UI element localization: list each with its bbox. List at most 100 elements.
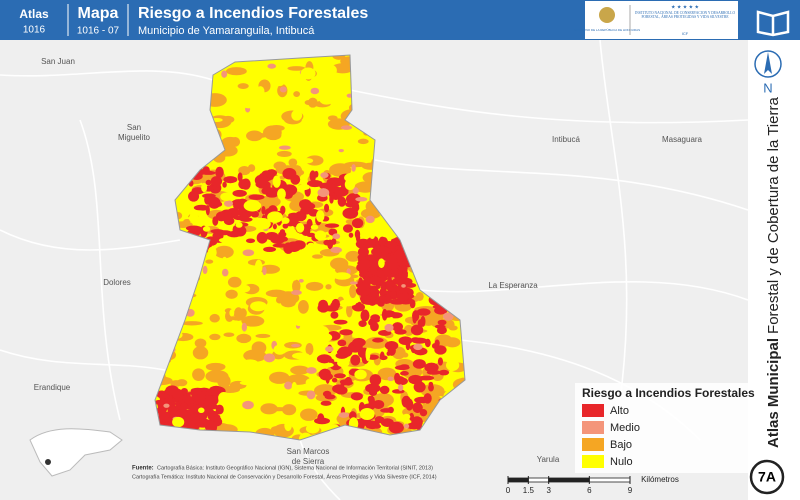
nulo-patch [324, 64, 337, 76]
bajo-patch [246, 130, 263, 142]
medio-patch [387, 376, 394, 382]
honduras-inset [29, 428, 123, 477]
alto-patch [360, 309, 370, 322]
nulo-patch [389, 317, 394, 322]
alto-patch [382, 311, 393, 318]
alto-patch [155, 410, 170, 420]
alto-patch [324, 223, 340, 228]
alto-patch [221, 212, 234, 223]
scale-bar: 0 1.5 3 6 9 Kilómetros [506, 475, 679, 495]
medio-patch [241, 322, 247, 332]
nulo-patch [305, 423, 320, 434]
institute-box: INSTITUTO NACIONAL DE CONSERVACIÓN Y DES… [635, 11, 735, 19]
alto-patch [222, 181, 227, 188]
alto-patch [325, 373, 330, 384]
nulo-patch [172, 416, 185, 428]
nulo-patch [272, 175, 281, 188]
alto-patch [288, 212, 301, 218]
medio-patch [325, 346, 334, 352]
nulo-patch [314, 230, 327, 241]
scale-segment [527, 477, 550, 483]
legend-items: Alto Medio Bajo Nulo [582, 404, 640, 468]
alto-patch [412, 359, 426, 369]
alto-patch [420, 315, 426, 327]
alto-patch [358, 258, 371, 271]
medio-patch [384, 323, 394, 332]
alto-patch [320, 400, 332, 406]
bajo-patch [325, 284, 332, 290]
alto-patch [261, 206, 266, 215]
place-label: Dolores [103, 278, 131, 287]
medio-patch [263, 353, 275, 363]
medio-patch [202, 265, 208, 275]
place-label: San Juan [41, 57, 75, 66]
map-label: Mapa [78, 5, 119, 22]
alto-patch [196, 391, 213, 396]
bajo-patch [241, 315, 265, 327]
alto-patch [211, 201, 222, 207]
medio-patch [163, 403, 170, 408]
alto-patch [408, 374, 423, 385]
alto-patch [401, 269, 408, 281]
alto-patch [395, 248, 403, 261]
scale-tick-label: 1.5 [523, 486, 535, 495]
medio-patch [352, 187, 359, 195]
alto-patch [191, 187, 205, 195]
bajo-patch [269, 371, 290, 384]
alto-patch [272, 223, 277, 230]
bajo-patch [205, 362, 226, 371]
alto-patch [263, 246, 277, 253]
nulo-patch [256, 86, 265, 97]
medio-patch [221, 70, 228, 78]
bajo-patch [263, 125, 282, 140]
alto-patch [410, 324, 424, 336]
alto-patch [398, 336, 413, 345]
alto-patch [223, 176, 238, 184]
place-label: Intibucá [552, 135, 581, 144]
alto-patch [375, 283, 381, 290]
medio-patch [349, 281, 358, 285]
alto-patch [314, 417, 331, 425]
nulo-patch [243, 103, 255, 109]
alto-patch [318, 369, 329, 379]
alto-patch [203, 420, 215, 428]
alto-patch [409, 299, 416, 309]
bajo-patch [288, 158, 298, 167]
alto-patch [335, 386, 348, 395]
alto-patch [431, 343, 438, 349]
medio-patch [291, 343, 301, 348]
medio-patch [242, 249, 255, 257]
bajo-patch [170, 380, 182, 387]
bajo-patch [260, 403, 278, 415]
bajo-patch [305, 343, 314, 356]
nulo-patch [359, 408, 375, 421]
medio-patch [413, 343, 423, 351]
alto-patch [370, 314, 381, 322]
alto-patch [207, 412, 215, 420]
alto-patch [165, 385, 180, 396]
scale-tick-label: 3 [546, 486, 551, 495]
alto-patch [363, 275, 371, 286]
alto-patch [348, 232, 354, 238]
alto-patch [314, 170, 319, 178]
alto-patch [342, 380, 354, 386]
bajo-patch [311, 254, 324, 259]
bajo-patch [237, 83, 249, 89]
alto-patch [390, 241, 396, 253]
bajo-patch [183, 219, 191, 224]
nulo-patch [207, 246, 217, 258]
nulo-patch [221, 256, 228, 269]
bajo-patch [255, 333, 271, 339]
page-badge [749, 459, 785, 495]
alto-patch [329, 194, 334, 204]
alto-patch [351, 218, 364, 229]
bajo-patch [304, 100, 312, 105]
nulo-patch [378, 258, 385, 269]
alto-patch [226, 231, 242, 238]
bajo-patch [287, 66, 306, 71]
medio-patch [338, 412, 349, 418]
bajo-patch [345, 250, 361, 262]
alto-patch [339, 329, 353, 336]
alto-patch [157, 399, 170, 411]
